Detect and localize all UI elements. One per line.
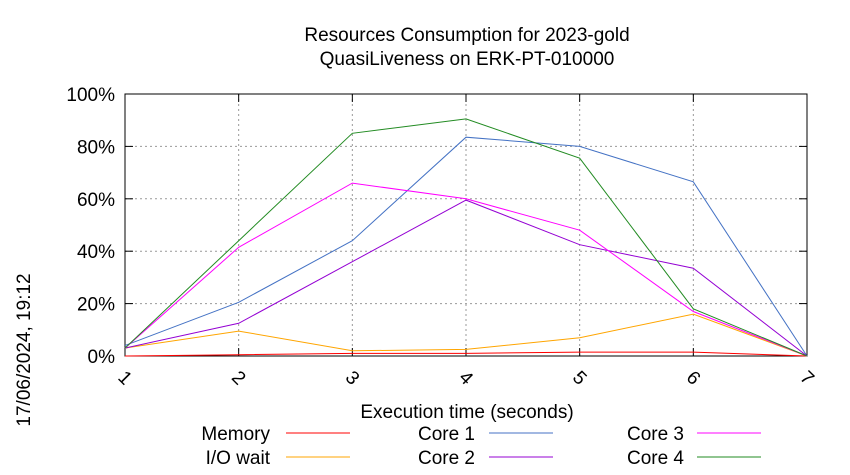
- grid-lines: [125, 94, 807, 356]
- legend: Memory I/O wait Core 1 Core 2 Core 3 Core 4: [201, 424, 761, 469]
- series-line-memory: [124, 351, 808, 357]
- legend-label-memory: Memory: [201, 424, 270, 445]
- x-tick-label: 2: [227, 367, 249, 389]
- legend-label-core-3: Core 3: [627, 424, 684, 445]
- y-tick-label: 40%: [77, 242, 115, 263]
- series-lines: [124, 118, 808, 357]
- chart-title: Resources Consumption for 2023-gold: [304, 25, 629, 46]
- x-tick-label: 3: [341, 367, 363, 389]
- series-line-core-2: [124, 199, 808, 357]
- timestamp-label: 17/06/2024, 19:12: [14, 273, 35, 426]
- y-axis: 0% 20% 40% 60% 80% 100%: [66, 85, 807, 368]
- chart-subtitle: QuasiLiveness on ERK-PT-010000: [320, 49, 615, 70]
- y-tick-label: 80%: [77, 137, 115, 158]
- legend-label-core-4: Core 4: [627, 448, 684, 469]
- y-tick-label: 60%: [77, 190, 115, 211]
- x-tick-label: 4: [454, 367, 477, 390]
- series-line-core-4: [124, 118, 808, 357]
- x-tick-label: 6: [682, 367, 704, 389]
- x-tick-label: 5: [568, 367, 590, 389]
- x-tick-label: 7: [795, 367, 817, 389]
- legend-label-core-2: Core 2: [418, 448, 475, 469]
- legend-label-i-o-wait: I/O wait: [206, 448, 271, 469]
- y-tick-label: 100%: [66, 85, 115, 106]
- legend-label-core-1: Core 1: [418, 424, 475, 445]
- x-axis-label: Execution time (seconds): [360, 402, 573, 423]
- y-tick-label: 20%: [77, 295, 115, 316]
- series-line-i-o-wait: [124, 313, 808, 357]
- y-tick-label: 0%: [88, 347, 116, 368]
- series-line-core-3: [124, 182, 808, 357]
- series-line-core-1: [124, 136, 808, 357]
- x-tick-label: 1: [113, 367, 135, 389]
